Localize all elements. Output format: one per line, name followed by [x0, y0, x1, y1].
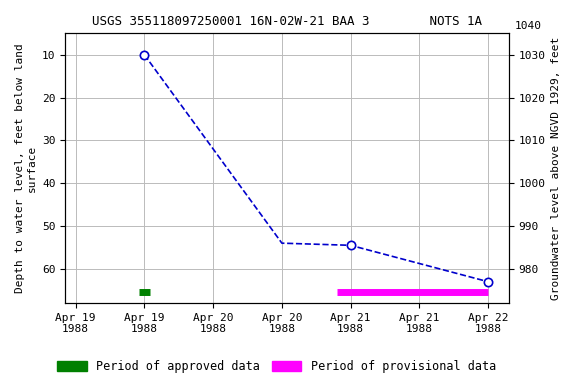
Y-axis label: Depth to water level, feet below land
surface: Depth to water level, feet below land su…: [15, 43, 37, 293]
Text: 1040: 1040: [514, 21, 541, 31]
Legend: Period of approved data, Period of provisional data: Period of approved data, Period of provi…: [52, 356, 501, 378]
Title: USGS 355118097250001 16N-02W-21 BAA 3        NOTS 1A: USGS 355118097250001 16N-02W-21 BAA 3 NO…: [92, 15, 482, 28]
Y-axis label: Groundwater level above NGVD 1929, feet: Groundwater level above NGVD 1929, feet: [551, 36, 561, 300]
